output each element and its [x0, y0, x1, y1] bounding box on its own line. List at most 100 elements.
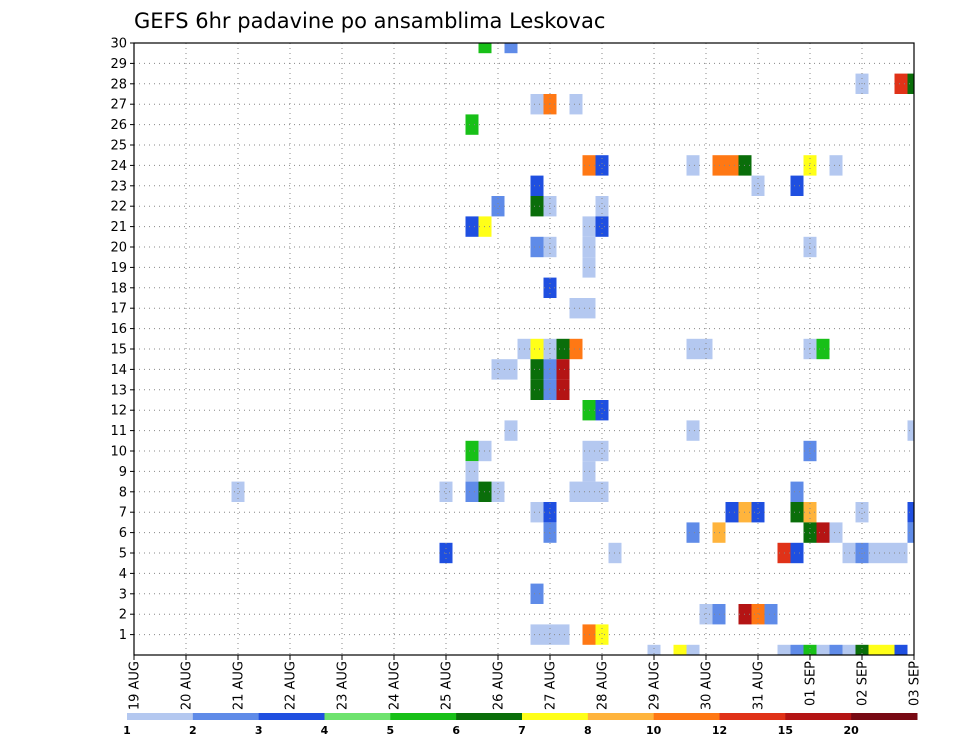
- legend-swatch: [456, 713, 523, 720]
- heatmap-cell: [504, 420, 518, 441]
- heatmap-cell: [686, 338, 700, 360]
- heatmap-cell: [595, 196, 609, 217]
- heatmap-cell: [569, 338, 583, 360]
- heatmap-cell: [751, 175, 765, 196]
- x-tick-label: 26 AUG: [492, 661, 507, 710]
- heatmap-cell: [530, 236, 544, 258]
- heatmap-cell: [673, 644, 687, 655]
- heatmap-cell: [491, 359, 505, 380]
- heatmap-cell: [790, 542, 804, 564]
- y-tick-label: 1: [119, 628, 127, 643]
- heatmap-cells: [231, 43, 914, 655]
- x-axis: 19 AUG 20 AUG 21 AUG 22 AUG 23 AUG 24 AUG 25 A…: [128, 655, 923, 710]
- x-tick-label: 27 AUG: [544, 661, 559, 710]
- heatmap-cell: [725, 502, 739, 523]
- y-axis: 1234567891011121314151617181920212223242…: [110, 37, 134, 643]
- heatmap-cell: [530, 94, 544, 115]
- x-tick-label: 22 AUG: [284, 661, 299, 710]
- legend-swatch: [192, 713, 260, 720]
- heatmap-cell: [816, 644, 830, 655]
- y-tick-label: 3: [119, 587, 127, 602]
- heatmap-cell: [465, 461, 479, 482]
- heatmap-cell: [530, 338, 544, 360]
- heatmap-cell: [829, 522, 843, 543]
- legend-label: 20: [844, 724, 860, 737]
- heatmap-cell: [907, 502, 914, 523]
- heatmap-cell: [530, 175, 544, 196]
- x-tick-label: 01 SEP: [804, 661, 819, 706]
- heatmap-cell: [907, 522, 914, 543]
- y-tick-label: 6: [119, 526, 127, 541]
- x-tick-label: 02 SEP: [856, 661, 871, 706]
- heatmap-cell: [465, 216, 479, 237]
- x-tick-label: 29 AUG: [648, 661, 663, 710]
- heatmap-cell: [491, 481, 505, 502]
- y-tick-label: 8: [119, 485, 127, 500]
- y-tick-label: 17: [110, 302, 127, 317]
- heatmap-cell: [790, 481, 804, 502]
- x-tick-label: 21 AUG: [232, 661, 247, 710]
- heatmap-cell: [699, 604, 713, 625]
- heatmap-cell: [647, 644, 661, 655]
- legend-label: 8: [584, 724, 592, 737]
- heatmap-cell: [790, 175, 804, 196]
- legend-swatch: [851, 713, 918, 720]
- heatmap-cell: [751, 502, 765, 523]
- heatmap-cell: [595, 624, 609, 645]
- legend-label: 2: [189, 724, 197, 737]
- heatmap-cell: [530, 583, 544, 604]
- legend-label: 7: [518, 724, 526, 737]
- heatmap-cell: [816, 522, 830, 543]
- legend-label: 1: [123, 724, 131, 737]
- heatmap-cell: [790, 502, 804, 523]
- heatmap-cell: [504, 359, 518, 380]
- legend-swatch: [324, 713, 391, 720]
- heatmap-cell: [530, 624, 544, 645]
- y-tick-label: 18: [110, 281, 127, 296]
- heatmap-cell: [504, 43, 518, 54]
- x-tick-label: 25 AUG: [440, 661, 455, 710]
- legend-swatch: [653, 713, 720, 720]
- heatmap-cell: [855, 502, 869, 523]
- legend-label: 4: [321, 724, 329, 737]
- legend-swatch: [785, 713, 852, 720]
- heatmap-cell: [907, 420, 914, 441]
- chart-title: GEFS 6hr padavine po ansamblima Leskovac: [134, 9, 605, 33]
- heatmap-cell: [816, 338, 830, 360]
- y-tick-label: 30: [110, 37, 127, 52]
- x-tick-label: 20 AUG: [180, 661, 195, 710]
- heatmap-cell: [530, 502, 544, 523]
- y-tick-label: 15: [110, 343, 127, 358]
- heatmap-cell: [556, 359, 570, 380]
- heatmap-cell: [894, 73, 908, 94]
- heatmap-cell: [803, 644, 817, 655]
- heatmap-cell: [894, 542, 908, 564]
- y-tick-label: 7: [119, 506, 127, 521]
- heatmap-cell: [595, 155, 609, 176]
- heatmap-cell: [868, 644, 882, 655]
- legend-label: 3: [255, 724, 263, 737]
- heatmap-cell: [881, 542, 895, 564]
- heatmap-cell: [907, 73, 914, 94]
- y-tick-label: 21: [110, 220, 127, 235]
- y-tick-label: 20: [110, 241, 127, 256]
- heatmap-cell: [829, 155, 843, 176]
- heatmap-cell: [465, 481, 479, 502]
- legend-swatch: [587, 713, 655, 720]
- y-tick-label: 24: [110, 159, 127, 174]
- y-tick-label: 27: [110, 98, 127, 113]
- y-tick-label: 26: [110, 118, 127, 133]
- legend-label: 10: [646, 724, 662, 737]
- heatmap-cell: [842, 644, 856, 655]
- y-tick-label: 13: [110, 383, 127, 398]
- legend-swatch: [390, 713, 457, 720]
- heatmap-cell: [894, 644, 908, 655]
- x-tick-label: 28 AUG: [596, 661, 611, 710]
- heatmap-cell: [764, 604, 778, 625]
- heatmap-cell: [595, 481, 609, 502]
- y-tick-label: 23: [110, 179, 127, 194]
- y-tick-label: 25: [110, 139, 127, 154]
- heatmap-cell: [686, 644, 700, 655]
- x-tick-label: 24 AUG: [388, 661, 403, 710]
